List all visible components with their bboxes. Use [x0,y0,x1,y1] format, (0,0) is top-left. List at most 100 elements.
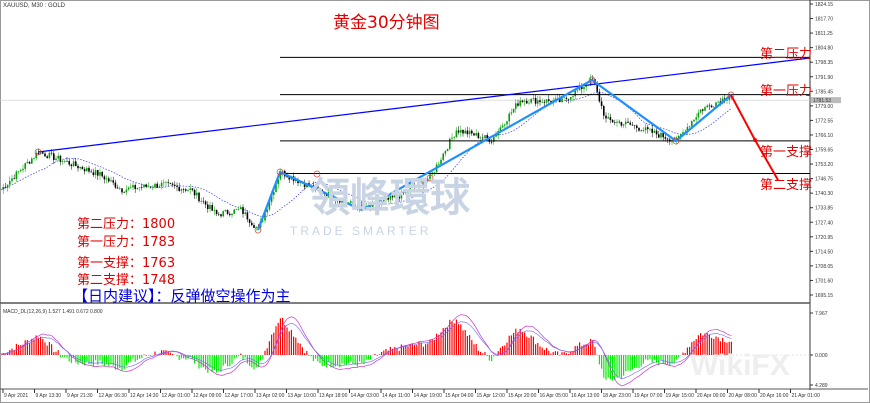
candle-body [574,90,576,97]
price-tick-label: 1766.10 [815,133,833,139]
candle-body [325,193,328,197]
candle-body [83,169,86,172]
candle-body [565,97,568,99]
candle-body [655,130,658,135]
candle-body [576,90,579,91]
candle-body [240,207,242,209]
candle-body [253,224,255,228]
candle-body [493,136,495,142]
candle-body [86,167,88,172]
candle-body [273,192,275,195]
wikifx-watermark: WikiFX [690,349,790,382]
candle-body [702,109,704,111]
pivot-marker [313,170,321,178]
candle-body [530,98,532,103]
candle-body [603,105,605,116]
candle-body [592,78,594,80]
time-tick-label: 15 Apr 20:00 [508,393,537,399]
candle-body [237,208,240,210]
candle-body [433,171,436,173]
time-tick-label: 12 Apr 14:30 [130,393,159,399]
price-tick-label: 1733.85 [815,206,833,212]
candle-body [26,161,29,164]
candle-body [658,134,660,138]
candle-body [550,100,552,103]
candle-body [484,135,486,138]
candle-body [180,189,183,191]
price-tick-label: 1714.50 [815,249,833,255]
candle-body [429,174,431,180]
candle-body [114,182,117,188]
time-tick-label: 19 Apr 15:00 [666,393,695,399]
candle-body [633,125,636,126]
candle-body [152,187,154,189]
candle-body [244,212,246,214]
candle-body [598,91,601,102]
candle-body [495,135,497,137]
price-tick-label: 1695.15 [815,293,833,299]
candle-body [416,185,418,187]
candle-body [534,98,537,104]
candle-body [231,213,233,216]
candle-body [204,201,207,205]
trading-advice: 【日内建议】：反弹做空操作为主 [73,287,291,305]
time-tick-label: 20 Apr 00:00 [697,393,726,399]
candle-body [53,153,55,160]
macd-main-line [0,321,732,379]
time-tick-label: 20 Apr 08:00 [729,393,758,399]
candle-body [473,133,475,136]
time-tick-label: 13 Apr 18:00 [319,393,348,399]
candle-body [295,180,297,182]
macd-tick-label: 7.967 [815,311,828,317]
time-tick-label: 9 Apr 13:30 [36,393,62,399]
time-tick-label: 9 Apr 2021 [4,393,28,399]
candle-body [130,187,132,189]
moving-average-line [0,91,732,217]
time-tick-label: 21 Apr 01:00 [792,393,821,399]
candle-body [567,98,570,100]
candle-body [224,210,227,212]
time-tick-label: 12 Apr 09:00 [193,393,222,399]
candle-body [625,121,627,125]
candle-body [446,149,449,152]
candle-body [466,130,469,135]
candle-body [398,196,400,199]
time-tick-label: 16 Apr 05:00 [540,393,569,399]
candle-body [317,186,319,189]
candle-body [660,132,662,138]
candle-body [61,161,64,162]
candle-body [37,152,40,155]
candle-body [400,191,403,199]
watermark-logo: 領峰環球 [310,175,470,221]
candle-body [391,195,394,198]
candle-body [156,183,158,188]
candle-body [572,96,574,98]
candle-body [691,121,693,127]
candle-body [618,121,620,123]
candle-body [479,137,482,139]
candle-body [143,184,145,188]
candle-body [583,87,585,90]
candle-body [728,97,730,100]
candle-body [585,85,587,88]
candle-body [523,100,526,102]
candle-body [442,153,444,160]
candle-body [378,203,381,205]
candle-body [464,130,466,134]
candle-body [92,172,95,176]
candle-body [688,126,691,128]
price-tick-label: 1720.95 [815,235,833,241]
price-tick-label: 1824.15 [815,2,833,8]
candle-body [545,99,548,103]
candle-body [141,187,143,188]
price-tick-label: 1701.60 [815,278,833,284]
time-tick-label: 16 Apr 13:00 [571,393,600,399]
candle-body [680,134,682,136]
candle-body [134,185,136,190]
candle-body [202,200,205,202]
candle-body [394,195,396,198]
level-label-r2: 第二压力 [760,47,813,62]
candle-body [112,180,114,183]
candle-body [116,187,119,189]
